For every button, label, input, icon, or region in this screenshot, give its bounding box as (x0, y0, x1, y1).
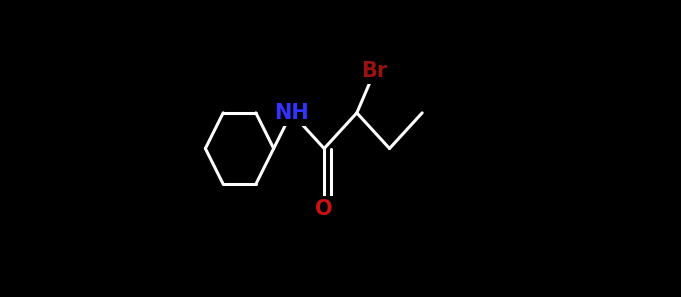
Text: O: O (315, 199, 333, 219)
Text: Br: Br (362, 61, 387, 81)
Text: NH: NH (274, 103, 309, 123)
Text: O: O (315, 199, 333, 219)
Text: Br: Br (362, 61, 387, 81)
Text: NH: NH (274, 103, 309, 123)
